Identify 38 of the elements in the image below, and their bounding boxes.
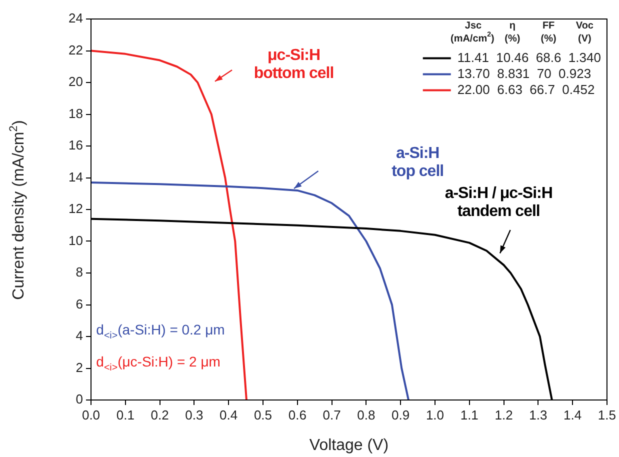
legend-label: 13.70 8.831 70 0.923 — [457, 66, 592, 81]
y-tick-label: 6 — [76, 296, 83, 312]
annotation: d$_{<i>}$(a-Si:H) = 0.2 μm — [96, 320, 225, 344]
x-tick-label: 0.2 — [150, 407, 169, 422]
x-tick-label: 0.5 — [254, 407, 272, 422]
y-tick-label: 18 — [68, 106, 83, 121]
y-tick-label: 4 — [76, 328, 83, 344]
y-tick-label: 14 — [68, 169, 83, 184]
y-tick-label: 22 — [68, 42, 83, 58]
x-tick-label: 0.3 — [185, 407, 204, 422]
x-axis-title: Voltage (V) — [309, 436, 389, 454]
x-tick-label: 1.5 — [598, 407, 616, 422]
x-tick-label: 1.4 — [564, 407, 582, 422]
x-tick-label: 0.4 — [220, 407, 238, 422]
y-tick-label: 2 — [76, 360, 83, 375]
legend-label: 22.00 6.63 66.7 0.452 — [457, 82, 595, 97]
y-tick-label: 10 — [68, 232, 83, 248]
x-tick-label: 0.9 — [392, 407, 410, 422]
annotation: a-Si:H top cell — [392, 145, 444, 182]
y-tick-label: 0 — [76, 392, 83, 407]
x-tick-label: 0.0 — [82, 407, 100, 422]
y-tick-label: 16 — [68, 138, 83, 153]
annotation: a-Si:H / μc-Si:H tandem cell — [444, 185, 552, 222]
x-tick-label: 0.6 — [288, 407, 306, 422]
y-tick-label: 20 — [68, 74, 83, 90]
x-tick-label: 1.0 — [426, 407, 444, 422]
annotation: d$_{<i>}$(μc-Si:H) = 2 μm — [96, 352, 220, 376]
x-tick-label: 0.8 — [357, 407, 376, 422]
annotation: μc-Si:H bottom cell — [254, 47, 334, 84]
legend-label: 11.41 10.46 68.6 1.340 — [457, 50, 601, 65]
y-tick-label: 8 — [76, 264, 83, 280]
x-tick-label: 1.3 — [529, 407, 548, 422]
x-tick-label: 1.2 — [494, 407, 513, 422]
x-tick-label: 0.1 — [116, 407, 134, 422]
y-tick-label: 12 — [68, 201, 83, 216]
x-tick-label: 1.1 — [460, 407, 478, 422]
y-tick-label: 24 — [68, 10, 83, 26]
x-tick-label: 0.7 — [322, 407, 341, 422]
